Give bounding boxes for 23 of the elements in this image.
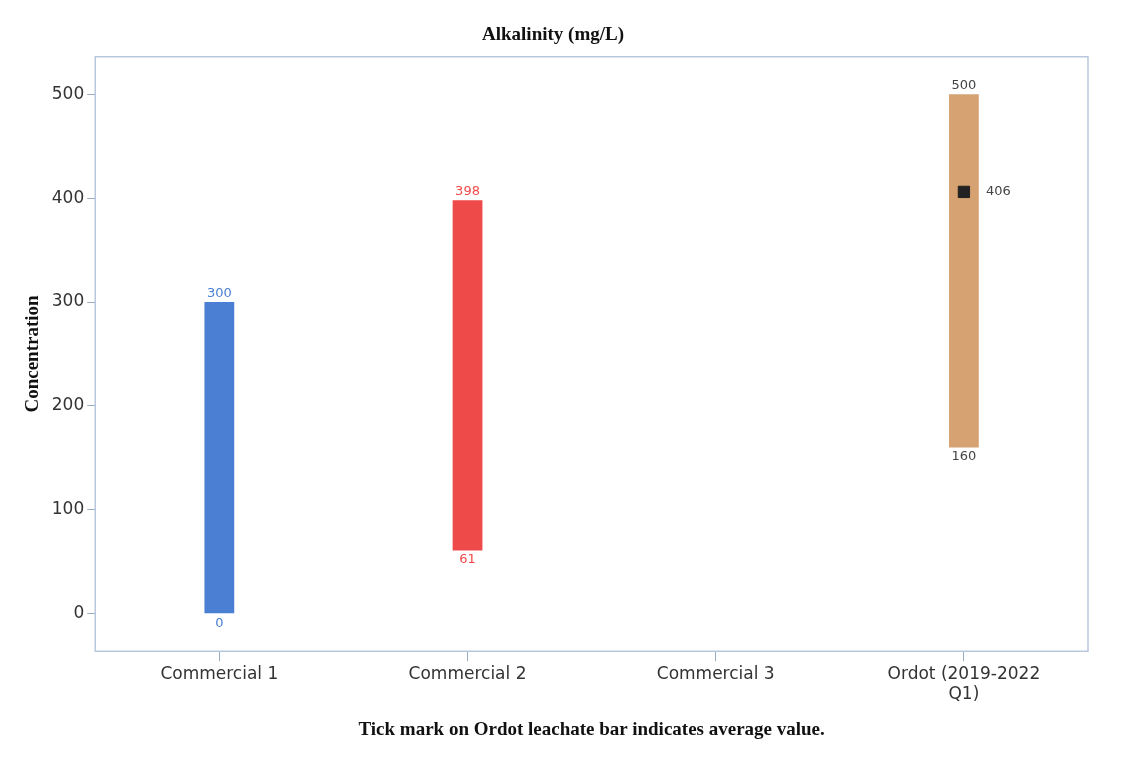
annotation: 500 [951, 77, 977, 93]
y-tick-label: 300 [51, 290, 85, 311]
x-tick-label: Commercial 2 [408, 662, 527, 683]
x-tick-label: Commercial 3 [656, 662, 775, 683]
annotation: 300 [206, 284, 232, 300]
x-tick-label: Ordot (2019-2022 Q1) [887, 662, 1041, 704]
y-tick-label: 400 [51, 186, 85, 207]
bar [452, 200, 483, 551]
y-tick-label: 0 [73, 602, 85, 623]
y-tick-label: 200 [51, 394, 85, 415]
annotation: 61 [459, 551, 476, 567]
x-tick-label: Commercial 1 [160, 662, 279, 683]
annotation: 406 [985, 183, 1011, 199]
chart-title: Alkalinity (mg/L) [482, 23, 624, 46]
y-tick-label: 100 [51, 498, 85, 519]
y-axis-title: Concentration [21, 294, 43, 413]
text: Tick mark on Ordot leachate bar indicates average value. [358, 718, 825, 740]
bar [949, 94, 979, 448]
annotation: 160 [951, 448, 977, 464]
bar [204, 302, 235, 614]
annotation: 398 [455, 183, 480, 199]
annotation: 0 [215, 614, 224, 630]
y-tick-label: 500 [51, 82, 85, 103]
